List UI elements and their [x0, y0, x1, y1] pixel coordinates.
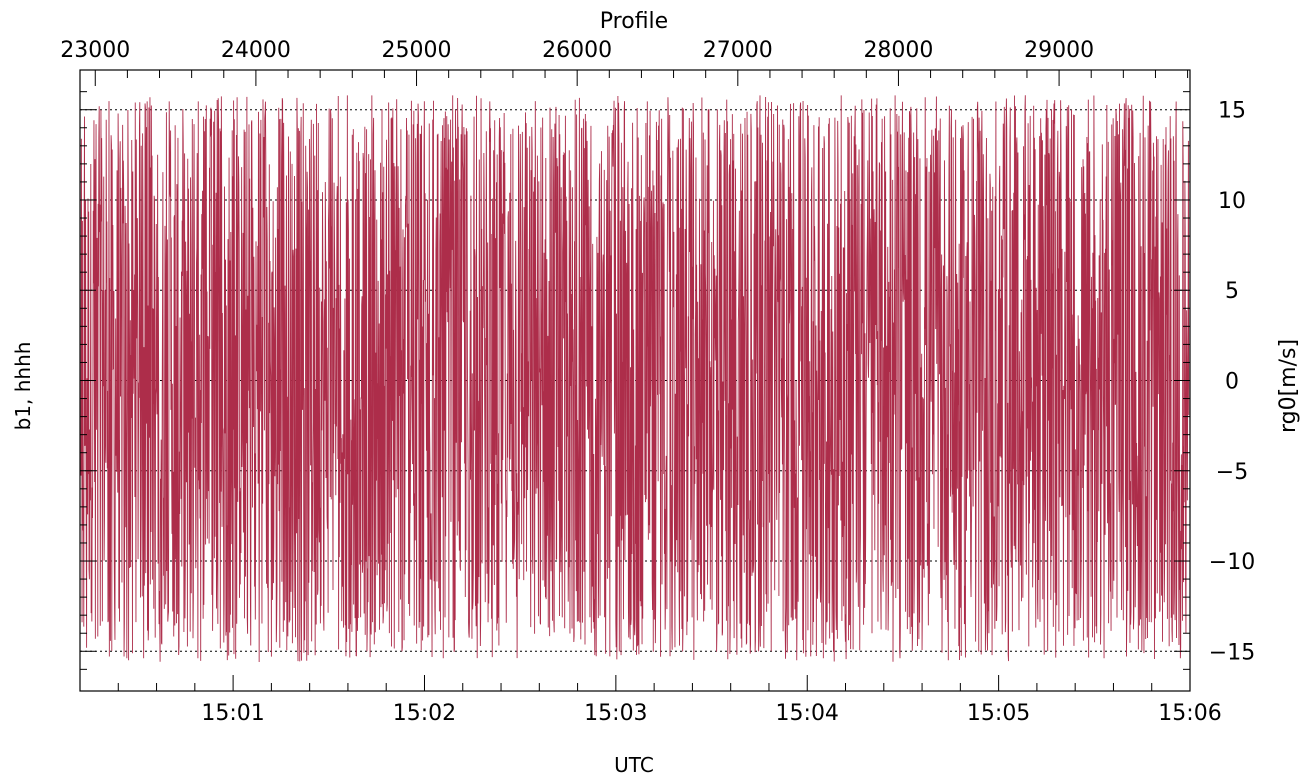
y-tick-label: −5 — [1216, 460, 1248, 485]
x-tick-label-top: 25000 — [382, 38, 452, 63]
x-tick-label-top: 27000 — [703, 38, 773, 63]
series-line — [80, 95, 1190, 663]
y-axis-label-left: b1, hhhh — [11, 342, 35, 431]
chart-title: Profile — [600, 9, 668, 34]
y-tick-label: 10 — [1218, 189, 1246, 214]
x-tick-label-bottom: 15:05 — [967, 701, 1030, 726]
x-tick-label-bottom: 15:03 — [584, 701, 647, 726]
x-tick-label-bottom: 15:04 — [776, 701, 839, 726]
x-tick-label-bottom: 15:02 — [393, 701, 456, 726]
x-tick-label-top: 24000 — [221, 38, 291, 63]
y-tick-label: −10 — [1209, 550, 1255, 575]
series-rg0 — [80, 95, 1190, 663]
x-tick-label-top: 26000 — [542, 38, 612, 63]
y-tick-label: −15 — [1209, 640, 1255, 665]
y-axis-label-right: rg0[m/s] — [1276, 339, 1301, 433]
x-tick-label-top: 28000 — [863, 38, 933, 63]
y-tick-label: 15 — [1218, 99, 1246, 124]
y-tick-label: 0 — [1225, 370, 1239, 395]
x-tick-label-bottom: 15:06 — [1158, 701, 1221, 726]
y-tick-label: 5 — [1225, 279, 1239, 304]
axis-ticks: −15 −10 −5 0 5 10 15 15:01 15:02 15:03 15:04 15:05 1… — [60, 38, 1255, 726]
x-tick-label-top: 29000 — [1024, 38, 1094, 63]
x-tick-label-top: 23000 — [60, 38, 130, 63]
x-tick-label-bottom: 15:01 — [201, 701, 264, 726]
x-axis-label: UTC — [614, 753, 654, 777]
